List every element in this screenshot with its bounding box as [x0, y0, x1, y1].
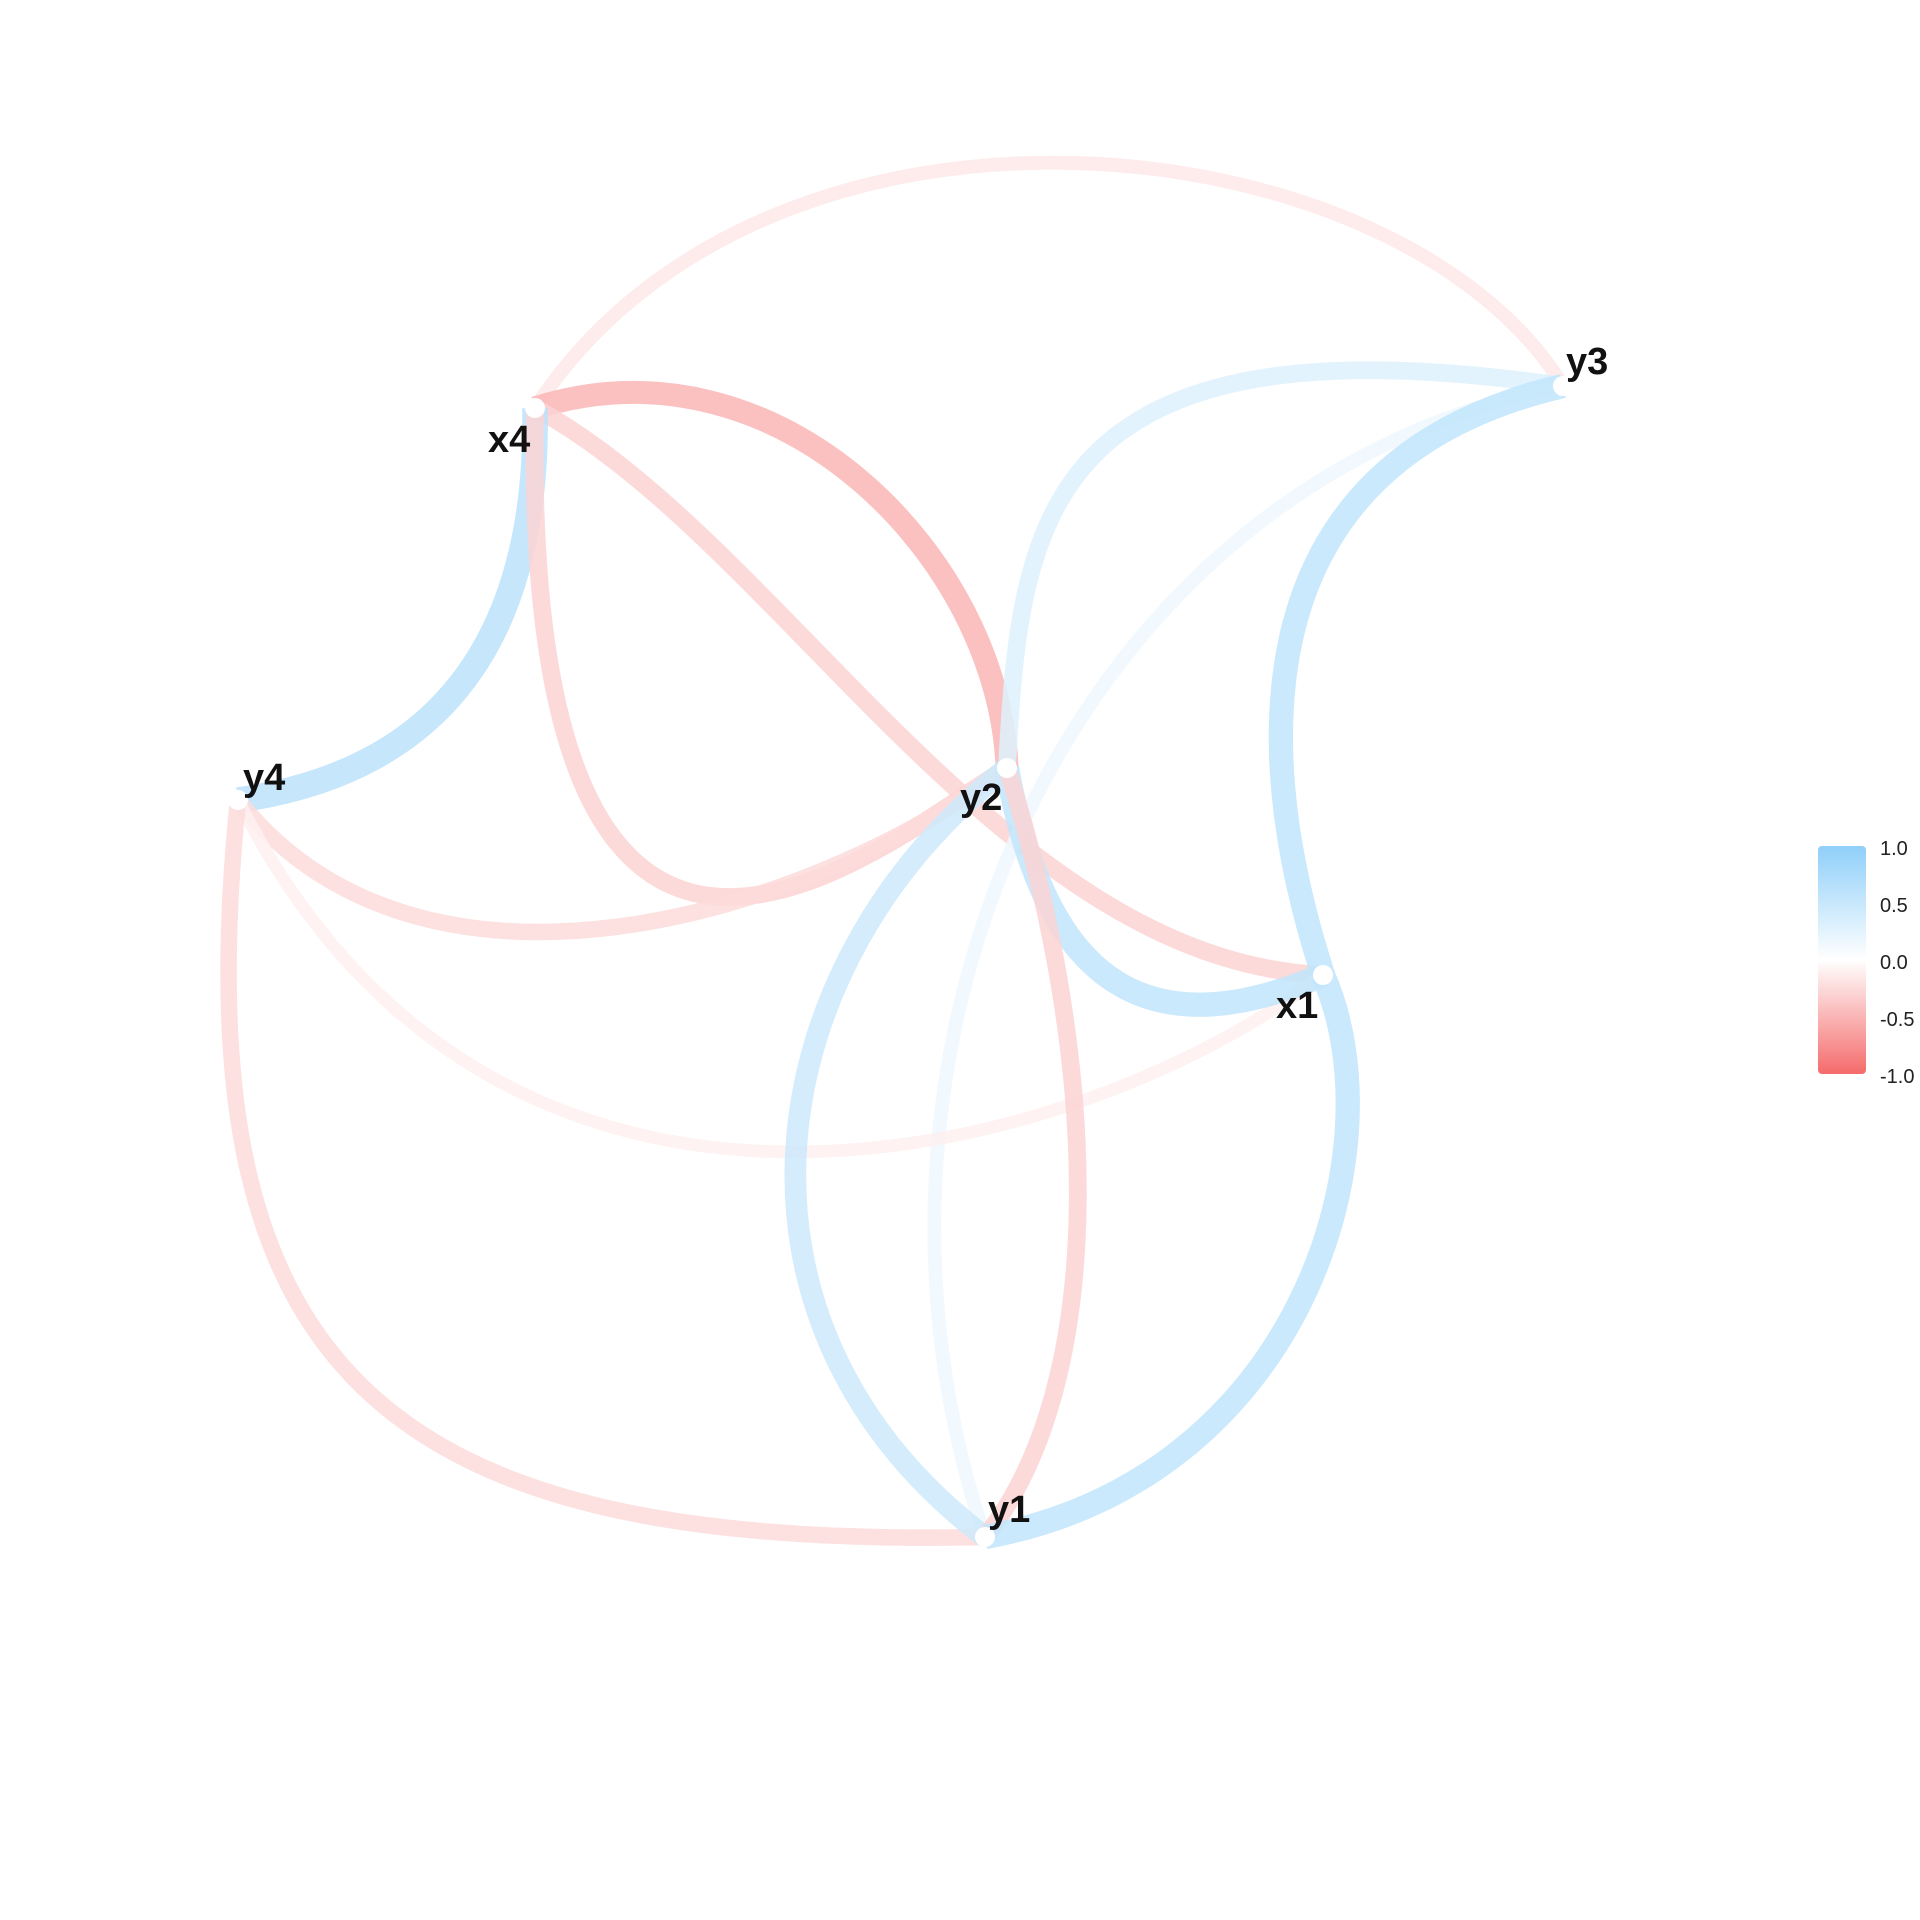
legend-tick: 0.5	[1880, 895, 1908, 917]
edge-y4-y1	[220, 799, 986, 1546]
legend-tick: 1.0	[1880, 838, 1908, 860]
node-label-y2: y2	[960, 777, 1002, 819]
edge-y4-x1	[232, 797, 1327, 1159]
labels-layer: x4 y3 y4 y2 x1 y1	[243, 341, 1608, 1531]
node-y1	[975, 1527, 995, 1547]
node-label-y4: y4	[243, 757, 285, 799]
edges-layer	[220, 155, 1569, 1549]
edge-y2-y1	[784, 759, 1014, 1546]
edge-y2-y1	[978, 765, 1087, 1543]
node-label-x1: x1	[1276, 985, 1318, 1027]
nodes-layer	[228, 376, 1573, 1547]
edge-y3-y2	[998, 361, 1565, 769]
edge-x4-y2	[531, 380, 1019, 769]
node-x4	[525, 398, 545, 418]
node-y4	[228, 790, 248, 810]
edge-y4-y2	[231, 761, 1012, 941]
edge-x4-y3	[529, 155, 1569, 412]
node-label-y3: y3	[1566, 341, 1608, 383]
node-x1	[1313, 965, 1333, 985]
legend: 1.0 0.5 0.0 -0.5 -1.0	[1818, 838, 1914, 1088]
edge-x1-y1	[982, 970, 1360, 1549]
edge-x4-x1	[530, 400, 1324, 984]
edge-x4-y4	[236, 407, 548, 813]
node-label-y1: y1	[988, 1489, 1030, 1531]
legend-tick: 0.0	[1880, 952, 1908, 974]
legend-tick: -0.5	[1880, 1009, 1914, 1031]
legend-colorbar	[1818, 846, 1866, 1074]
node-y3	[1553, 376, 1573, 396]
node-y2	[997, 758, 1017, 778]
edge-y3-x1	[1268, 374, 1566, 979]
node-label-x4: x4	[488, 419, 530, 461]
legend-tick: -1.0	[1880, 1066, 1914, 1088]
